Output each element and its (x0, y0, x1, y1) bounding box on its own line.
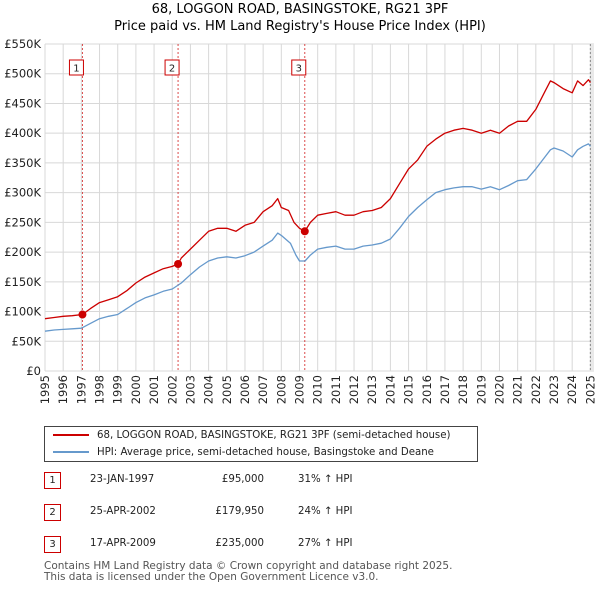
x-tick-label: 2018 (456, 375, 470, 404)
x-tick-label: 2005 (220, 375, 234, 404)
sale-number-badge: 3 (44, 536, 61, 553)
x-tick-label: 2017 (438, 375, 452, 404)
sale-point (174, 260, 183, 269)
sale-label-box (68, 59, 84, 76)
legend-label-hpi: HPI: Average price, semi-detached house,… (97, 446, 434, 458)
x-tick-label: 2021 (511, 375, 525, 404)
price-chart: 68, LOGGON ROAD, BASINGSTOKE, RG21 3PF P… (4, 2, 597, 404)
y-tick-label: £400K (4, 126, 41, 140)
footer-attribution: Contains HM Land Registry data © Crown c… (44, 561, 452, 583)
legend-swatch-hpi (53, 451, 89, 453)
sale-row: 2 25-APR-2002 £179,950 24% ↑ HPI (44, 504, 464, 524)
x-tick-label: 1996 (56, 375, 70, 404)
sale-labels: 1 2 3 (68, 59, 307, 76)
x-tick-label: 2022 (529, 375, 543, 404)
plot-area (45, 44, 594, 371)
x-tick-label: 2007 (256, 375, 270, 404)
x-tick-label: 2008 (274, 375, 288, 404)
future-region (590, 44, 594, 371)
y-tick-label: £150K (4, 275, 41, 289)
x-tick-label: 1998 (93, 375, 107, 404)
y-tick-label: £250K (4, 215, 41, 229)
sale-date: 23-JAN-1997 (90, 474, 155, 485)
y-tick-label: £50K (12, 334, 42, 348)
x-tick-label: 2023 (547, 375, 561, 404)
sale-points (78, 227, 309, 319)
sale-point (300, 227, 309, 236)
x-tick-label: 1999 (111, 375, 125, 404)
x-tick-label: 2020 (492, 375, 506, 404)
x-tick-label: 2014 (383, 375, 397, 404)
x-tick-label: 2009 (293, 375, 307, 404)
sale-label-box (291, 59, 307, 76)
sale-date: 25-APR-2002 (90, 506, 156, 517)
x-tick-label: 2000 (129, 375, 143, 404)
footer-line-1: Contains HM Land Registry data © Crown c… (44, 560, 453, 572)
sale-label-text: 1 (73, 64, 79, 75)
x-tick-label: 2012 (347, 375, 361, 404)
sale-row: 1 23-JAN-1997 £95,000 31% ↑ HPI (44, 472, 464, 492)
sale-price: £179,950 (215, 506, 264, 517)
legend: 68, LOGGON ROAD, BASINGSTOKE, RG21 3PF (… (44, 426, 478, 462)
y-tick-label: £500K (4, 67, 41, 81)
sale-price: £95,000 (221, 474, 264, 485)
future-shade (589, 44, 594, 371)
sale-hpi-change: 27% ↑ HPI (298, 538, 353, 549)
sale-number-badge: 1 (44, 472, 61, 489)
sale-row: 3 17-APR-2009 £235,000 27% ↑ HPI (44, 536, 464, 556)
x-axis-ticks: 1995 1996 1997 1998 1999 2000 2001 2002 2003 2004… (38, 375, 597, 404)
y-tick-label: £300K (4, 186, 41, 200)
chart-subtitle: Price paid vs. HM Land Registry's House … (114, 19, 486, 34)
y-tick-label: £200K (4, 245, 41, 259)
series-line-hpi (44, 143, 591, 332)
sale-label-text: 3 (296, 64, 302, 75)
x-tick-label: 2025 (583, 375, 597, 404)
x-tick-label: 2011 (329, 375, 343, 404)
sale-hpi-change: 24% ↑ HPI (298, 506, 353, 517)
x-tick-label: 2006 (238, 375, 252, 404)
sale-hpi-change: 31% ↑ HPI (298, 474, 353, 485)
y-tick-label: £550K (4, 37, 41, 51)
x-tick-label: 2003 (183, 375, 197, 404)
x-tick-label: 2001 (147, 375, 161, 404)
y-tick-label: £350K (4, 156, 41, 170)
x-tick-label: 2016 (420, 375, 434, 404)
x-tick-label: 2004 (202, 375, 216, 404)
x-tick-label: 1995 (38, 375, 52, 404)
x-tick-label: 2015 (402, 375, 416, 404)
y-tick-label: £450K (4, 96, 41, 110)
y-tick-label: £0 (26, 364, 41, 378)
sale-date: 17-APR-2009 (90, 538, 156, 549)
x-tick-label: 2002 (165, 375, 179, 404)
x-tick-label: 1997 (74, 375, 88, 404)
sale-label-box (164, 59, 180, 76)
y-axis-ticks: £0 £50K £100K £150K £200K £250K £300K £350K £400… (4, 37, 41, 378)
sale-point (78, 310, 87, 319)
sale-price: £235,000 (215, 538, 264, 549)
legend-label-property: 68, LOGGON ROAD, BASINGSTOKE, RG21 3PF (… (97, 429, 451, 441)
legend-swatch-property (53, 434, 89, 436)
series-lines (44, 79, 591, 332)
x-tick-label: 2013 (365, 375, 379, 404)
x-tick-label: 2024 (565, 375, 579, 404)
x-tick-label: 2019 (474, 375, 488, 404)
legend-item-hpi: HPI: Average price, semi-detached house,… (53, 444, 434, 460)
sale-number-badge: 2 (44, 504, 61, 521)
legend-item-property: 68, LOGGON ROAD, BASINGSTOKE, RG21 3PF (… (53, 427, 450, 443)
series-line-property (44, 79, 591, 320)
chart-title: 68, LOGGON ROAD, BASINGSTOKE, RG21 3PF (152, 2, 449, 17)
y-tick-label: £100K (4, 305, 41, 319)
sale-label-text: 2 (169, 64, 175, 75)
footer-line-2: This data is licensed under the Open Gov… (44, 571, 379, 583)
x-tick-label: 2010 (311, 375, 325, 404)
